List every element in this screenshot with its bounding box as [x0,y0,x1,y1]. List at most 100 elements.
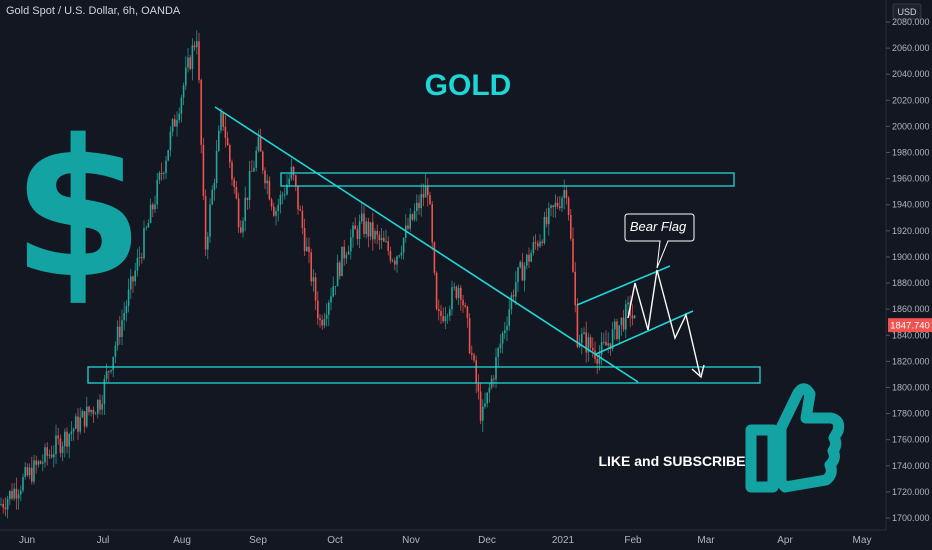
candle-body [231,162,233,180]
candle-body [376,231,378,235]
price-tick-label: 2060.000 [892,43,930,53]
candle-body [92,409,95,414]
candle-body [363,213,365,234]
flag-upper-line[interactable] [576,265,671,306]
candle-body [237,198,240,228]
candle-body [50,454,53,458]
bear-flag-projection [627,269,701,376]
candle-body [565,190,568,198]
candle-body [136,257,139,271]
candle-body [163,173,165,174]
candle-body [609,343,612,350]
time-tick-label: Nov [402,535,420,546]
price-tick-label: 1700.000 [892,513,930,523]
support-zone[interactable] [87,366,761,384]
candle-body [394,260,396,265]
candle-body [240,227,242,233]
candle-body [479,391,482,421]
candle-body [541,241,543,243]
candle-body [576,305,579,347]
candle-body [336,262,339,287]
candle-body [471,352,473,355]
candle-body [486,392,488,404]
candle-body [297,186,299,210]
candle-body [556,202,559,207]
candle-body [581,333,583,344]
candle-body [402,237,405,253]
candle-body [299,209,301,211]
candle-body [310,252,312,282]
candle-body [215,150,218,184]
current-price-tag [888,318,932,333]
candle-body [141,257,143,259]
candle-body [598,354,601,364]
candle-body [387,241,389,251]
candle-body [367,221,370,237]
candle-body [209,204,211,237]
candle-body [319,318,321,321]
candle-body [48,454,51,456]
time-tick-label: Jul [97,535,110,546]
downtrend-line[interactable] [214,106,639,383]
candle-body [33,460,35,482]
candle-body [108,371,110,373]
candlestick-series [0,30,636,519]
candle-body [431,204,433,243]
candle-body [26,467,29,476]
candle-body [407,225,409,229]
candle-body [400,252,403,256]
candle-body [235,186,238,199]
candle-body [572,238,574,272]
candle-body [202,144,205,196]
candle-body [4,507,7,510]
candle-body [464,305,466,307]
resistance-zone[interactable] [280,172,735,187]
candle-body [396,256,398,265]
price-tick-label: 1920.000 [892,226,930,236]
candle-body [127,289,130,307]
price-tick-label: 2020.000 [892,95,930,105]
candle-body [603,341,605,343]
price-axis[interactable]: USD 2080.000 2060.000 2040.000 2020.000 2000… [885,0,932,550]
candle-body [385,241,387,243]
currency-badge[interactable] [892,3,922,20]
candle-body [523,265,526,281]
candle-body [295,175,297,187]
candle-body [303,227,306,252]
price-tick-label: 2000.000 [892,121,930,131]
candle-body [15,488,18,499]
candle-body [526,254,528,266]
candle-body [255,150,257,168]
candle-body [253,167,255,172]
projection-arrowhead [691,364,705,379]
candle-body [409,214,411,229]
candle-body [20,490,22,495]
candle-body [147,222,150,228]
candle-body [83,411,86,427]
candle-body [416,202,418,212]
dollar-sign-icon: $ [12,99,144,320]
candle-body [246,197,249,200]
candle-body [339,262,341,277]
price-tick-label: 1740.000 [892,461,930,471]
candle-body [242,220,244,233]
candle-body [451,287,453,310]
candle-body [64,431,66,447]
candle-body [530,252,532,262]
time-tick-label: Apr [777,535,793,546]
candle-body [519,262,521,268]
candle-body [211,189,213,205]
candle-body [589,337,592,348]
candle-body [482,406,484,421]
thumbs-up-icon [745,383,845,493]
candle-body [182,85,185,98]
time-tick-label: Mar [697,535,715,546]
candle-body [334,286,337,287]
flag-lower-line[interactable] [595,310,694,355]
candle-body [424,185,427,198]
candle-body [174,119,176,127]
candle-body [554,202,557,208]
time-axis[interactable]: Jun Jul Aug Sep Oct Nov Dec 2021 Feb Mar Apr May [0,529,886,546]
candle-body [314,277,317,301]
